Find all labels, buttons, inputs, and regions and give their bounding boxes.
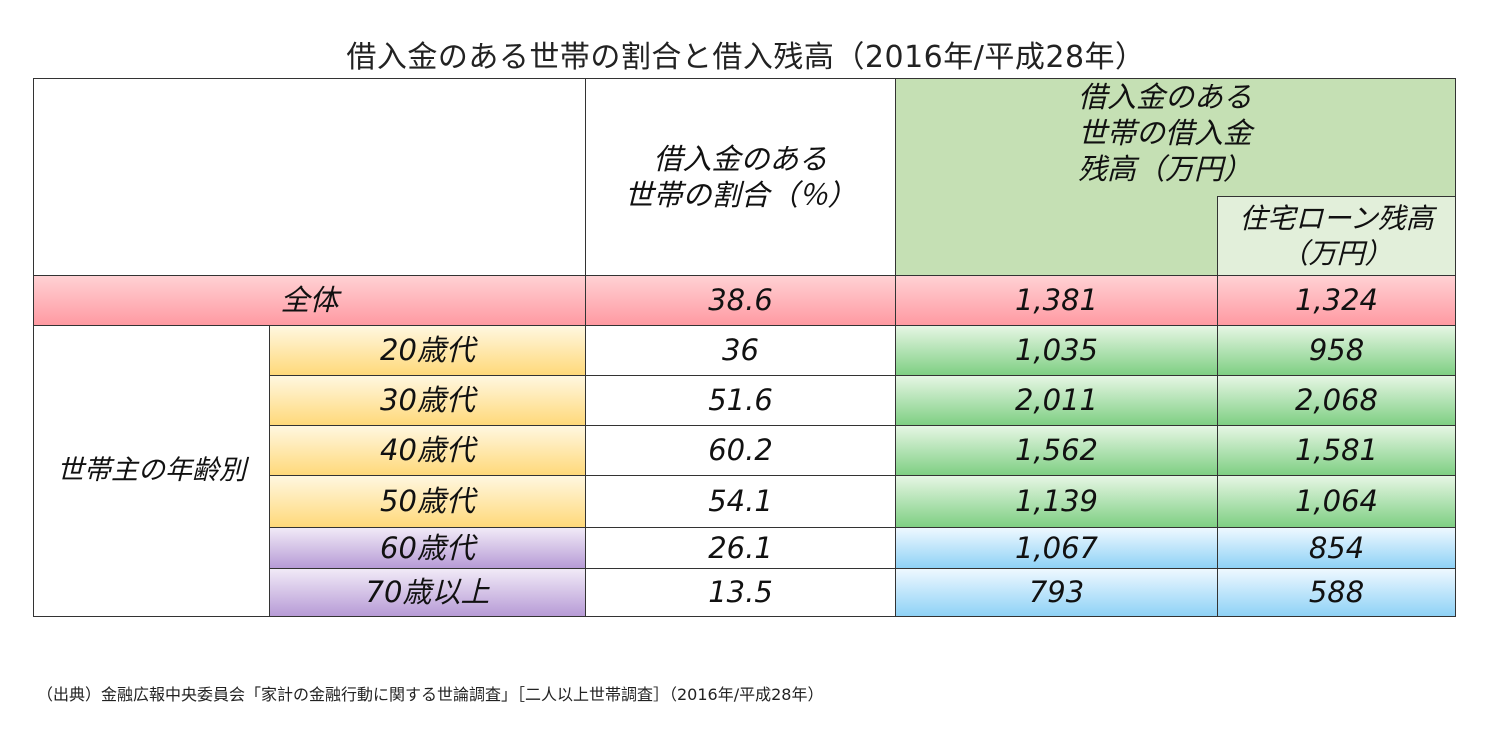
header-housing: 住宅ローン残高 （万円）: [1217, 196, 1456, 276]
header-balance-line1: 借入金のある: [1078, 80, 1253, 114]
row-label: 40歳代: [269, 425, 586, 476]
balance-cell: 1,067: [895, 527, 1218, 569]
balance-cell: 1,562: [895, 425, 1218, 476]
group-label: 世帯主の年齢別: [33, 325, 270, 617]
header-balance-line3: 残高（万円）: [1078, 151, 1253, 186]
row-label: 30歳代: [269, 375, 586, 426]
row-label: 70歳以上: [269, 568, 586, 617]
total-ratio: 38.6: [585, 275, 896, 326]
header-balance-line2: 世帯の借入金: [1078, 115, 1253, 150]
balance-cell: 2,011: [895, 375, 1218, 426]
header-ratio-line1: 借入金のある: [653, 141, 828, 176]
housing-cell: 588: [1217, 568, 1456, 617]
balance-cell: 793: [895, 568, 1218, 617]
row-label: 60歳代: [269, 527, 586, 569]
header-ratio: 借入金のある 世帯の割合（％）: [585, 78, 896, 276]
total-label: 全体: [33, 275, 586, 326]
header-housing-line2: （万円）: [1280, 237, 1393, 270]
ratio-cell: 51.6: [585, 375, 896, 426]
total-housing: 1,324: [1217, 275, 1456, 326]
housing-cell: 2,068: [1217, 375, 1456, 426]
housing-cell: 854: [1217, 527, 1456, 569]
row-label: 50歳代: [269, 475, 586, 528]
balance-cell: 1,035: [895, 325, 1218, 376]
row-label: 20歳代: [269, 325, 586, 376]
header-housing-line1: 住宅ローン残高: [1239, 202, 1434, 235]
source-note: （出典）金融広報中央委員会「家計の金融行動に関する世論調査」［二人以上世帯調査］…: [37, 685, 824, 704]
ratio-cell: 13.5: [585, 568, 896, 617]
ratio-cell: 60.2: [585, 425, 896, 476]
header-balance-text: 借入金のある 世帯の借入金 残高（万円）: [1078, 80, 1298, 188]
housing-cell: 958: [1217, 325, 1456, 376]
chart-title: 借入金のある世帯の割合と借入残高（2016年/平成28年）: [346, 40, 1146, 75]
housing-cell: 1,581: [1217, 425, 1456, 476]
housing-cell: 1,064: [1217, 475, 1456, 528]
header-ratio-line2: 世帯の割合（％）: [624, 178, 857, 212]
balance-cell: 1,139: [895, 475, 1218, 528]
header-empty-cell: [33, 78, 586, 276]
ratio-cell: 36: [585, 325, 896, 376]
total-balance: 1,381: [895, 275, 1218, 326]
ratio-cell: 26.1: [585, 527, 896, 569]
ratio-cell: 54.1: [585, 475, 896, 528]
